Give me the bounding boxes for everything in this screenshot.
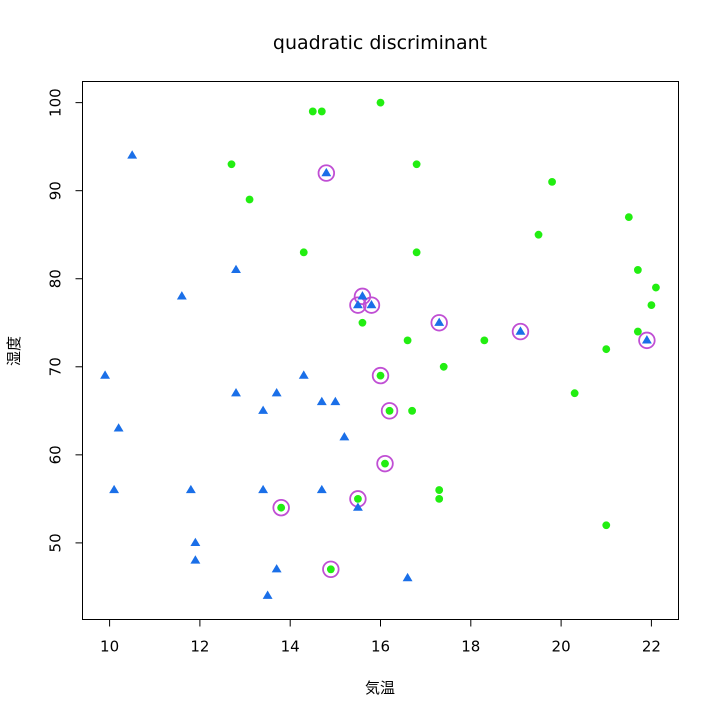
- chart-title: quadratic discriminant: [273, 32, 487, 54]
- x-tick-label: 18: [461, 638, 480, 656]
- x-tick-label: 10: [100, 638, 119, 656]
- circle-point: [354, 494, 362, 503]
- triangle-point: [316, 484, 327, 494]
- data-points: [100, 98, 660, 599]
- triangle-point: [357, 291, 368, 300]
- y-tick-label: 80: [47, 269, 65, 288]
- circle-point: [376, 98, 385, 107]
- y-tick-label: 70: [47, 357, 65, 376]
- x-tick-label: 14: [281, 638, 300, 656]
- triangle-point: [262, 590, 273, 599]
- x-tick-label: 22: [642, 638, 661, 656]
- triangle-point: [190, 537, 201, 547]
- triangle-point: [352, 502, 363, 511]
- triangle-point: [231, 264, 241, 274]
- triangle-point: [316, 396, 327, 406]
- circle-point: [358, 318, 367, 327]
- circle-point: [534, 230, 543, 239]
- circle-point: [227, 160, 236, 169]
- circle-point: [408, 406, 417, 415]
- circle-point: [647, 301, 656, 310]
- misclassified-ring: [380, 402, 399, 420]
- triangle-point: [258, 405, 269, 414]
- triangle-point: [185, 484, 196, 494]
- triangle-point: [321, 167, 332, 177]
- circle-point: [299, 248, 308, 257]
- triangle-point: [190, 555, 201, 564]
- circle-point: [381, 459, 389, 468]
- misclassified-ring: [511, 322, 530, 341]
- x-tick-label: 20: [552, 638, 571, 656]
- circle-point: [548, 177, 556, 186]
- triangle-point: [298, 370, 309, 379]
- circle-point: [602, 345, 611, 354]
- y-tick-label: 90: [47, 181, 65, 200]
- y-tick-label: 60: [47, 445, 65, 464]
- x-tick-label: 12: [190, 638, 209, 656]
- circle-point: [652, 283, 660, 292]
- circle-point: [317, 107, 326, 116]
- misclassified-ring: [362, 296, 381, 314]
- misclassified-ring: [371, 366, 390, 385]
- misclassified-ring: [349, 296, 367, 314]
- y-tick-label: 50: [47, 533, 65, 552]
- triangle-point: [176, 291, 187, 300]
- circle-point: [403, 336, 412, 345]
- circle-point: [480, 336, 489, 345]
- triangle-point: [515, 326, 526, 335]
- circle-point: [376, 371, 385, 380]
- misclassified-ring: [638, 331, 656, 350]
- misclassified-ring: [317, 164, 336, 182]
- x-axis: 10 12 14 16 18 20 22: [100, 619, 661, 656]
- y-axis: 50 60 70 80 90 100: [47, 88, 83, 552]
- circle-point: [308, 107, 317, 116]
- x-tick-label: 16: [371, 638, 390, 656]
- circle-point: [385, 406, 394, 415]
- triangle-point: [271, 564, 282, 573]
- circle-point: [435, 486, 444, 494]
- y-tick-label: 100: [47, 88, 65, 117]
- circle-point: [633, 266, 642, 274]
- triangle-point: [366, 299, 377, 309]
- x-axis-label: 気温: [365, 679, 395, 697]
- circle-point: [412, 160, 421, 169]
- circle-point: [277, 503, 286, 512]
- circle-point: [570, 389, 579, 398]
- y-axis-label: 湿度: [5, 336, 23, 366]
- triangle-point: [402, 572, 413, 582]
- circle-point: [326, 565, 335, 574]
- misclassified-ring: [353, 287, 372, 306]
- circle-point: [245, 195, 254, 204]
- triangle-point: [100, 370, 111, 379]
- misclassified-rings: [272, 164, 656, 579]
- triangle-point: [330, 396, 341, 406]
- misclassified-ring: [376, 454, 394, 473]
- triangle-point: [352, 299, 363, 309]
- circle-point: [439, 362, 448, 371]
- circle-point: [624, 213, 633, 222]
- triangle-point: [339, 432, 350, 441]
- triangle-point: [434, 317, 445, 326]
- plot-frame: [82, 81, 679, 620]
- circle-point: [633, 327, 642, 336]
- triangle-point: [258, 484, 269, 494]
- triangle-point: [113, 423, 124, 432]
- misclassified-ring: [430, 314, 448, 332]
- circle-point: [602, 521, 611, 530]
- triangle-point: [109, 484, 120, 494]
- misclassified-ring: [272, 498, 290, 517]
- triangle-point: [231, 388, 241, 397]
- triangle-point: [641, 335, 652, 344]
- triangle-point: [271, 388, 282, 397]
- circle-point: [412, 248, 421, 257]
- misclassified-ring: [322, 560, 340, 579]
- circle-point: [435, 494, 444, 503]
- triangle-point: [127, 150, 138, 159]
